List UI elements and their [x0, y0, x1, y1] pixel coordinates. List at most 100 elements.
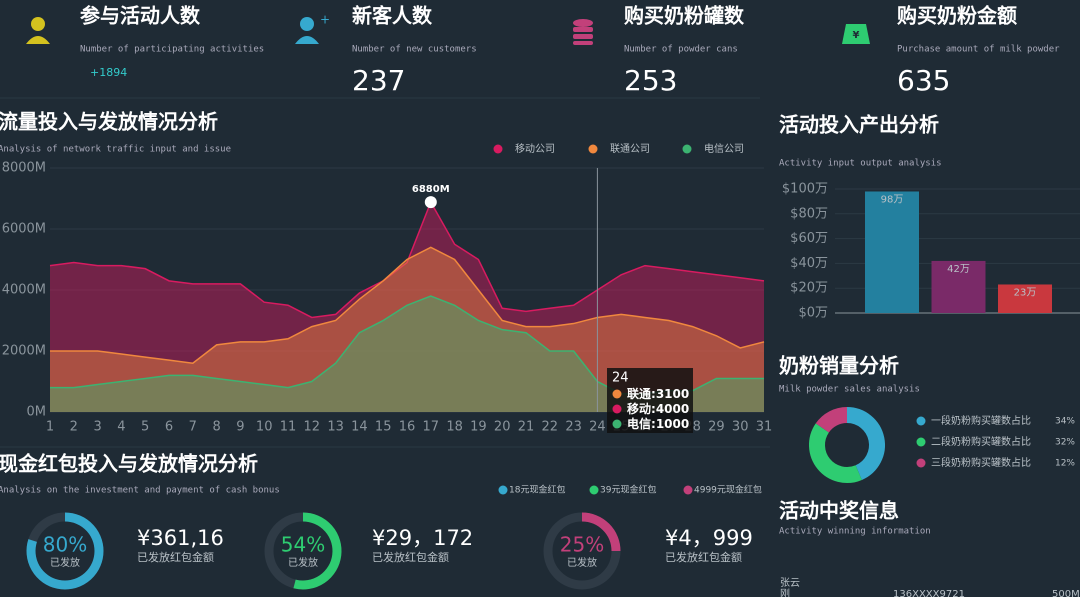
y-tick-label: $60万 [790, 231, 828, 246]
x-tick-label: 5 [141, 420, 149, 435]
amount-label: 已发放红包金额 [665, 550, 742, 564]
x-tick-label: 14 [351, 420, 368, 435]
tooltip-box [607, 368, 693, 433]
icon-cans [573, 19, 593, 45]
legend-value: 12% [1055, 459, 1075, 469]
legend-label: 三段奶粉购买罐数占比 [931, 456, 1031, 469]
legend-label: 电信公司 [704, 142, 744, 155]
x-tick-label: 23 [565, 420, 582, 435]
tooltip-marker [612, 419, 622, 429]
tooltip-title: 24 [612, 371, 629, 386]
x-tick-label: 12 [304, 420, 321, 435]
winner-cell: 500M [1052, 589, 1080, 597]
chart-title: 流量投入与发放情况分析 [0, 110, 218, 134]
legend-marker [498, 485, 508, 495]
chart-subtitle: Activity input output analysis [779, 159, 942, 169]
stat-subtitle: Number of participating activities [80, 45, 264, 55]
winner-cell: 刚 [780, 588, 790, 597]
section-subtitle: Activity winning information [779, 527, 931, 537]
chart-title: 活动投入产出分析 [779, 113, 939, 137]
donut-segment [846, 407, 885, 480]
stat-subtitle: Number of powder cans [624, 45, 738, 55]
winner-cell: 136XXXX9721 [893, 589, 965, 597]
ring-percent: 25% [560, 533, 604, 557]
tooltip-item: 移动:4000 [627, 401, 689, 416]
x-tick-label: 16 [399, 420, 416, 435]
ring-status: 已发放 [288, 556, 318, 569]
stat-subtitle: Purchase amount of milk powder [897, 45, 1060, 55]
stat-subtitle: Number of new customers [352, 45, 477, 55]
y-tick-label: $40万 [790, 256, 828, 271]
stat-title: 购买奶粉金额 [897, 4, 1017, 28]
y-tick-label: 4000M [2, 283, 46, 298]
tooltip-name: 联通: [627, 386, 656, 401]
legend-label: 二段奶粉购买罐数占比 [931, 435, 1031, 448]
point-marker [424, 196, 437, 209]
legend-label: 移动公司 [515, 142, 555, 155]
bar [998, 284, 1052, 313]
tooltip-item: 联通:3100 [627, 386, 689, 401]
y-tick-label: $20万 [790, 281, 828, 296]
stat-delta: +1894 [90, 66, 127, 79]
x-tick-label: 24 [589, 420, 606, 435]
x-tick-label: 13 [327, 420, 344, 435]
x-tick-label: 10 [256, 420, 273, 435]
x-tick-label: 2 [70, 420, 78, 435]
legend-marker [683, 485, 693, 495]
legend-label: 联通公司 [610, 143, 650, 155]
stat-title: 购买奶粉罐数 [624, 4, 745, 28]
svg-text:+: + [320, 13, 330, 27]
stat-value: 253 [624, 64, 677, 97]
tooltip-value: 3100 [656, 387, 689, 401]
amount-label: 已发放红包金额 [372, 550, 449, 564]
amount: ¥29，172 [372, 526, 473, 550]
donut-segment [815, 407, 848, 433]
tooltip-name: 电信: [627, 416, 656, 431]
x-tick-label: 7 [189, 420, 197, 435]
ring-progress [581, 512, 621, 552]
legend-marker [916, 416, 926, 426]
x-tick-label: 18 [446, 420, 463, 435]
x-tick-label: 9 [236, 420, 244, 435]
ring-status: 已发放 [50, 556, 80, 569]
stat-value: 635 [897, 64, 950, 97]
x-tick-label: 4 [117, 420, 125, 435]
chart-subtitle: Analysis of network traffic input and is… [0, 145, 231, 155]
icon-user [26, 17, 50, 44]
svg-text:¥: ¥ [853, 30, 860, 41]
ring-progress [293, 512, 342, 590]
y-tick-label: $0万 [798, 306, 828, 321]
x-tick-label: 31 [756, 420, 773, 435]
ring-progress [26, 512, 104, 590]
x-tick-label: 19 [470, 420, 487, 435]
x-tick-label: 21 [518, 420, 535, 435]
legend-marker [588, 144, 598, 154]
legend-value: 32% [1055, 438, 1075, 448]
legend-marker [916, 458, 926, 468]
legend-label: 39元现金红包 [600, 484, 656, 496]
x-tick-label: 11 [280, 420, 297, 435]
stat-value: 237 [352, 64, 405, 97]
y-tick-label: $100万 [782, 182, 828, 197]
area [50, 202, 764, 412]
bar [865, 191, 919, 313]
section-title: 活动中奖信息 [779, 499, 899, 523]
stat-title: 新客人数 [352, 4, 433, 28]
data-label: 6880M [412, 184, 450, 195]
legend-marker [589, 485, 599, 495]
y-tick-label: $80万 [790, 206, 828, 221]
legend-marker [682, 144, 692, 154]
tooltip-name: 移动: [627, 401, 656, 416]
icon-money: ¥ [842, 24, 870, 44]
legend-label: 4999元现金红包 [694, 484, 762, 496]
amount-label: 已发放红包金额 [137, 550, 214, 564]
data-label: 23万 [1014, 287, 1037, 298]
tooltip-item: 电信:1000 [627, 416, 689, 431]
tooltip-value: 1000 [656, 417, 689, 431]
line [49, 200, 765, 319]
stat-title: 参与活动人数 [80, 4, 201, 28]
line [50, 246, 765, 364]
